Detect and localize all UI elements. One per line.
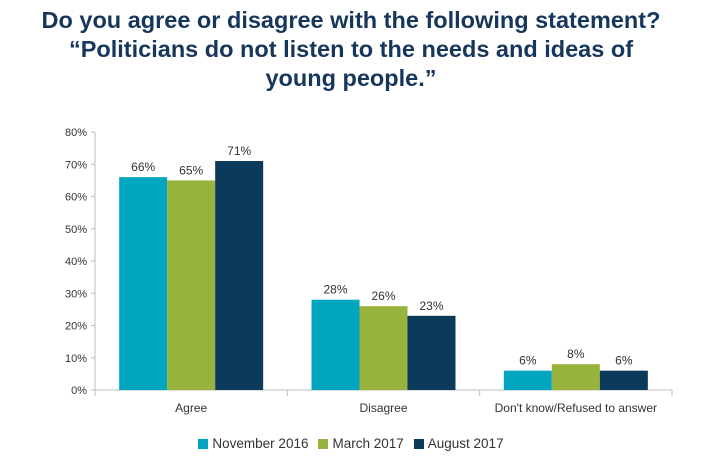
y-tick-label: 40%	[65, 256, 87, 268]
y-tick-label: 80%	[65, 127, 87, 139]
chart-legend: November 2016 March 2017 August 2017	[0, 436, 702, 451]
data-label: 6%	[615, 354, 633, 368]
data-label: 66%	[131, 160, 155, 174]
y-tick-label: 20%	[65, 321, 87, 333]
bar	[119, 177, 168, 390]
title-line-1: Do you agree or disagree with the follow…	[41, 7, 661, 33]
bar	[215, 161, 264, 390]
data-label: 26%	[371, 289, 395, 303]
y-tick-label: 60%	[65, 192, 87, 204]
title-line-2: “Politicians do not listen to the needs …	[68, 36, 634, 62]
data-label: 71%	[227, 144, 251, 158]
x-category-label: Disagree	[359, 401, 407, 415]
legend-label: November 2016	[212, 436, 309, 451]
legend-swatch	[318, 439, 329, 449]
bar	[359, 306, 408, 390]
title-line-3: young people.”	[265, 65, 437, 91]
data-label: 8%	[567, 347, 585, 361]
x-category-label: Don't know/Refused to answer	[495, 401, 657, 415]
legend-swatch	[198, 439, 209, 449]
data-label: 28%	[323, 283, 347, 297]
chart-title: Do you agree or disagree with the follow…	[0, 6, 702, 93]
bar	[311, 299, 360, 390]
legend-swatch	[413, 439, 424, 449]
legend-item: March 2017	[318, 436, 404, 451]
x-category-label: Agree	[175, 401, 207, 415]
y-tick-label: 50%	[65, 224, 87, 236]
bar	[599, 370, 648, 390]
legend-item: November 2016	[198, 436, 308, 451]
data-label: 65%	[179, 163, 203, 177]
y-tick-label: 0%	[71, 385, 87, 397]
y-tick-label: 70%	[65, 159, 87, 171]
y-tick-label: 30%	[65, 288, 87, 300]
y-tick-label: 10%	[65, 353, 87, 365]
legend-item: August 2017	[413, 436, 504, 451]
bar	[167, 180, 216, 390]
bar	[551, 364, 600, 390]
bar	[407, 315, 456, 390]
bar	[503, 370, 552, 390]
data-label: 23%	[419, 299, 443, 313]
data-label: 6%	[519, 354, 537, 368]
legend-label: August 2017	[427, 436, 504, 451]
legend-label: March 2017	[332, 436, 404, 451]
